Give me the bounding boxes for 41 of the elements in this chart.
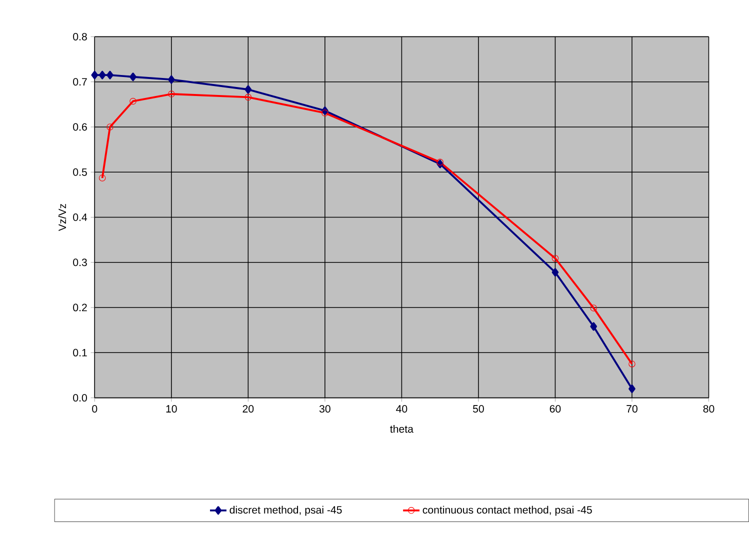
- legend-label: continuous contact method, psai -45: [422, 506, 592, 516]
- x-tick-label: 70: [626, 405, 638, 413]
- y-tick-label: 0.2: [73, 304, 87, 312]
- point: [552, 268, 559, 277]
- y-tick-label: 0.7: [73, 78, 87, 86]
- point: [130, 72, 136, 82]
- point: [91, 70, 98, 80]
- y-tick-label: 0.3: [73, 258, 87, 266]
- point: [244, 94, 252, 101]
- point: [106, 70, 114, 80]
- point: [552, 255, 559, 262]
- x-tick-label: 20: [242, 405, 254, 413]
- y-tick-label: 0.1: [73, 349, 87, 357]
- point: [98, 174, 106, 182]
- point: [322, 110, 328, 117]
- x-tick-label: 50: [472, 405, 484, 413]
- x-tick-label: 40: [396, 405, 408, 413]
- point: [590, 322, 598, 331]
- y-tick-label: 0.0: [73, 394, 87, 402]
- point: [628, 384, 636, 394]
- point: [168, 90, 175, 98]
- y-tick-label: 0.5: [73, 168, 87, 176]
- y-tick-label: 0.4: [73, 214, 88, 222]
- point: [628, 360, 636, 368]
- point: [168, 76, 175, 84]
- x-tick-label: 10: [166, 405, 177, 413]
- point: [244, 85, 252, 94]
- legend-label: discret method, psai -45: [230, 506, 342, 516]
- point: [590, 304, 597, 312]
- y-tick-label: 0.8: [73, 33, 87, 41]
- point: [106, 124, 114, 131]
- x-axis-title: theta: [390, 425, 414, 433]
- point: [130, 98, 136, 105]
- x-tick-label: 30: [319, 405, 330, 413]
- x-tick-label: 60: [550, 405, 561, 413]
- x-tick-label: 80: [703, 405, 714, 413]
- point: [98, 70, 106, 80]
- y-tick-label: 0.6: [73, 123, 87, 131]
- x-tick-label: 0: [92, 405, 98, 413]
- point: [436, 158, 444, 166]
- y-axis-title: Vz/Vz: [58, 204, 66, 232]
